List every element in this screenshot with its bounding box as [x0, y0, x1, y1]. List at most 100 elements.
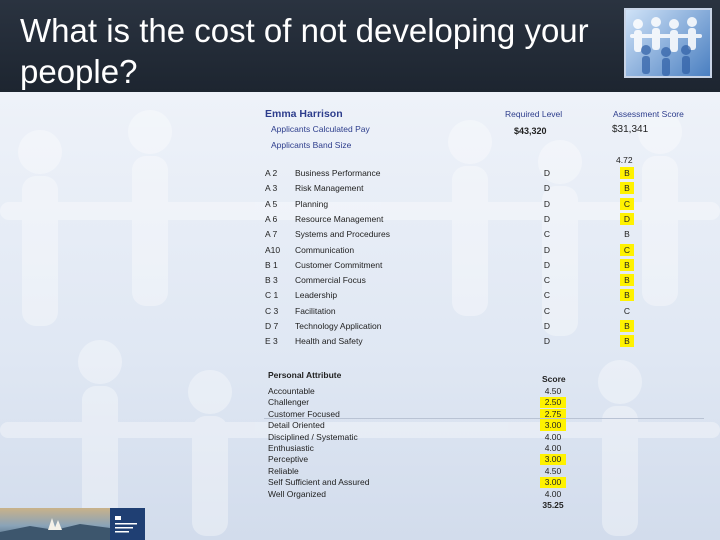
attribute-score: 3.00 — [540, 477, 566, 489]
required-level: C — [543, 305, 551, 316]
assessment-score: D — [620, 212, 634, 225]
personal-attribute-row: Reliable 4.50 — [262, 466, 582, 477]
competency-code: B 3 — [265, 275, 278, 286]
logo-photo — [0, 508, 110, 540]
attribute-name: Well Organized — [268, 488, 326, 499]
competency-name: Facilitation — [295, 305, 336, 316]
competency-name: Business Performance — [295, 168, 381, 178]
competency-code: A10 — [265, 244, 281, 255]
competency-name: Systems and Procedures — [295, 229, 390, 240]
competency-code: A 3 — [265, 183, 278, 194]
attribute-score: 4.00 — [544, 443, 562, 453]
required-level: D — [543, 321, 551, 331]
attribute-name: Perceptive — [268, 454, 309, 465]
assessment-score: B — [620, 258, 634, 271]
required-level: D — [543, 213, 551, 224]
personal-attribute-row: Enthusiastic 4.00 — [262, 443, 582, 454]
attribute-score: 4.50 — [544, 465, 562, 476]
competency-report: Emma Harrison Required Level Assessment … — [262, 104, 702, 524]
competency-name: Communication — [295, 244, 355, 255]
personal-attribute-row: Accountable 4.50 — [262, 386, 582, 397]
footer-logo — [0, 508, 145, 540]
competency-code: A 6 — [265, 213, 278, 224]
competency-row: B 3 Commercial Focus C B — [262, 273, 702, 288]
score-header: Score — [542, 374, 566, 384]
personal-attribute-row: Challenger 2.50 — [262, 397, 582, 409]
competency-row: A 5 Planning D C — [262, 197, 702, 212]
employee-name: Emma Harrison — [265, 108, 343, 120]
competency-code: A 7 — [265, 229, 278, 240]
attribute-name: Reliable — [268, 465, 299, 476]
band-size-label: Applicants Band Size — [271, 140, 352, 150]
paper-people-icon — [630, 17, 702, 76]
people-chain-image — [624, 8, 712, 78]
personal-attribute-row: Disciplined / Systematic 4.00 — [262, 432, 582, 443]
competency-row: A 7 Systems and Procedures C B — [262, 227, 702, 242]
calculated-pay-label: Applicants Calculated Pay — [271, 124, 370, 134]
attribute-name: Accountable — [268, 386, 315, 396]
competency-code: D 7 — [265, 321, 279, 331]
competency-row: A 3 Risk Management D B — [262, 181, 702, 196]
attribute-name: Detail Oriented — [268, 420, 325, 431]
assessment-score: B — [620, 320, 634, 332]
attribute-score: 3.00 — [540, 420, 566, 432]
required-level: D — [543, 336, 551, 347]
competency-name: Risk Management — [295, 183, 364, 194]
competency-code: C 1 — [265, 290, 279, 301]
footer-divider — [264, 418, 704, 419]
competency-code: E 3 — [265, 336, 278, 347]
competency-code: B 1 — [265, 259, 278, 270]
required-level: D — [543, 244, 551, 255]
attribute-score: 2.75 — [540, 408, 566, 420]
competency-row: A 6 Resource Management D D — [262, 212, 702, 227]
total-score: 35.25 — [542, 500, 564, 510]
assessment-score: B — [620, 167, 634, 179]
slide-title: What is the cost of not developing your … — [20, 12, 589, 90]
competency-name: Health and Safety — [295, 336, 363, 347]
competency-name: Technology Application — [295, 321, 382, 331]
attribute-score: 4.50 — [544, 386, 562, 396]
competency-row: C 3 Facilitation C C — [262, 304, 702, 319]
attribute-score: 4.00 — [544, 431, 562, 442]
assessment-score: B — [620, 335, 634, 348]
personal-attribute-row: Detail Oriented 3.00 — [262, 420, 582, 432]
attribute-name: Disciplined / Systematic — [268, 431, 358, 442]
title-bar: What is the cost of not developing your … — [0, 0, 720, 92]
company-logo-icon — [110, 508, 145, 540]
attribute-name: Self Sufficient and Assured — [268, 477, 370, 488]
assessment-score: B — [620, 274, 634, 287]
competency-name: Planning — [295, 198, 329, 209]
required-level: C — [543, 290, 551, 301]
slide-body: Emma Harrison Required Level Assessment … — [0, 92, 720, 540]
competency-code: C 3 — [265, 305, 279, 316]
attribute-name: Challenger — [268, 397, 310, 408]
assessed-pay-value: $31,341 — [612, 124, 649, 135]
background-paper-people-graphic — [0, 110, 720, 536]
attribute-score: 3.00 — [540, 454, 566, 466]
competency-name: Customer Commitment — [295, 259, 383, 270]
competency-row: A10 Communication D C — [262, 243, 702, 258]
assessment-score-header: Assessment Score — [613, 109, 684, 119]
attribute-name: Customer Focused — [268, 408, 340, 419]
competency-code: A 2 — [265, 168, 278, 178]
competency-row: A 2 Business Performance D B — [262, 166, 702, 181]
required-level-header: Required Level — [505, 109, 563, 119]
assessment-score: B — [624, 229, 630, 240]
required-level: D — [543, 168, 551, 178]
personal-attribute-row: Self Sufficient and Assured 3.00 — [262, 477, 582, 489]
required-level: D — [543, 198, 551, 209]
attribute-score: 2.50 — [540, 397, 566, 409]
competency-code: A 5 — [265, 198, 278, 209]
assessment-score: B — [620, 289, 634, 302]
assessment-score: C — [623, 305, 631, 316]
assessment-score: B — [620, 182, 634, 195]
attribute-name: Enthusiastic — [268, 443, 314, 453]
assessment-score: C — [620, 243, 634, 256]
assessment-score: C — [620, 197, 634, 210]
competency-row: B 1 Customer Commitment D B — [262, 258, 702, 273]
required-pay-value: $43,320 — [514, 126, 547, 136]
personal-attribute-header: Personal Attribute — [268, 370, 342, 380]
competency-name: Resource Management — [295, 213, 384, 224]
personal-attribute-row: Perceptive 3.00 — [262, 454, 582, 466]
competency-row: C 1 Leadership C B — [262, 288, 702, 303]
